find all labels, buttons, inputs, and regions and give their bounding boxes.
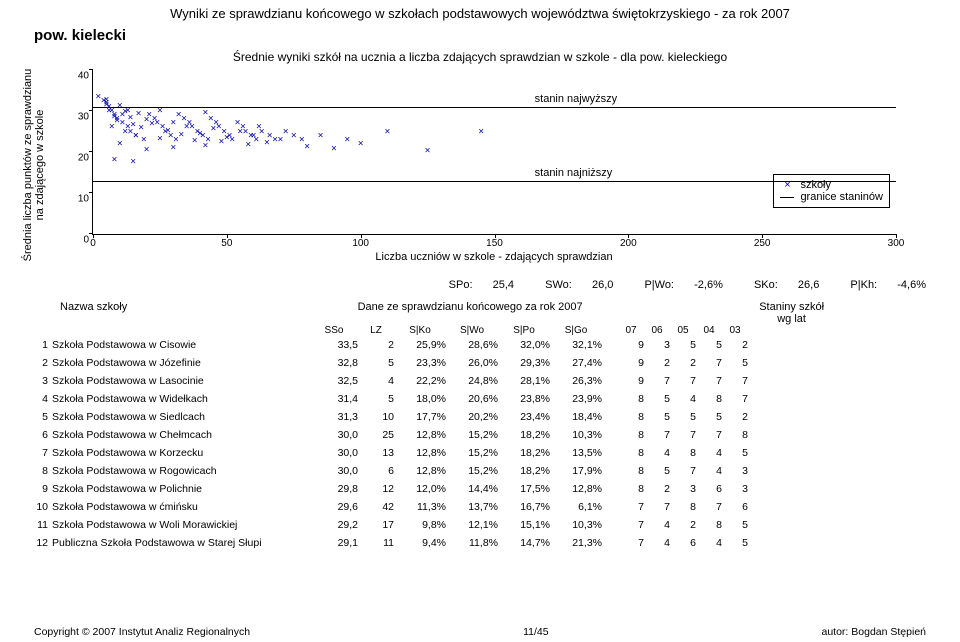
- footer-copyright: Copyright © 2007 Instytut Analiz Regiona…: [34, 626, 250, 638]
- table-row: 2Szkoła Podstawowa w Józefinie32,8523,3%…: [0, 354, 960, 372]
- school-point: ×: [282, 128, 289, 135]
- page-title: Wyniki ze sprawdzianu końcowego w szkoła…: [0, 0, 960, 21]
- school-point: ×: [357, 140, 364, 147]
- school-point: ×: [138, 125, 145, 132]
- region-heading: pow. kielecki: [0, 21, 960, 44]
- school-point: ×: [344, 136, 351, 143]
- school-point: ×: [116, 140, 123, 147]
- line-icon: [780, 197, 794, 198]
- stanin-low-label: stanin najniższy: [535, 167, 613, 179]
- school-point: ×: [132, 132, 139, 139]
- table-row: 3Szkoła Podstawowa w Lasocinie32,5422,2%…: [0, 372, 960, 390]
- x-axis-label: Liczba uczniów w szkole - zdających spra…: [92, 251, 896, 263]
- school-point: ×: [229, 136, 236, 143]
- table-row: 11Szkoła Podstawowa w Woli Morawickiej29…: [0, 516, 960, 534]
- table-row: 9Szkoła Podstawowa w Polichnie29,81212,0…: [0, 480, 960, 498]
- school-point: ×: [156, 108, 163, 115]
- school-point: ×: [384, 128, 391, 135]
- table-row: 1Szkoła Podstawowa w Cisowie33,5225,9%28…: [0, 336, 960, 354]
- school-point: ×: [330, 145, 337, 152]
- school-point: ×: [111, 157, 118, 164]
- table-row: 4Szkoła Podstawowa w Widełkach31,4518,0%…: [0, 390, 960, 408]
- school-point: ×: [424, 148, 431, 155]
- school-point: ×: [108, 124, 115, 131]
- stanin-high-label: stanin najwyższy: [535, 93, 618, 105]
- school-point: ×: [191, 137, 198, 144]
- table-row: 6Szkoła Podstawowa w Chełmcach30,02512,8…: [0, 426, 960, 444]
- y-axis-label: Średnia liczba punktów ze sprawdzianuna …: [22, 55, 46, 275]
- school-point: ×: [253, 136, 260, 143]
- table-header-row1: Nazwa szkoły Dane ze sprawdzianu końcowe…: [0, 293, 960, 325]
- footer-page: 11/45: [523, 626, 549, 638]
- school-point: ×: [140, 136, 147, 143]
- school-point: ×: [245, 141, 252, 148]
- scatter-chart: ×szkoły granice staninów 010203040050100…: [56, 70, 896, 265]
- school-point: ×: [205, 136, 212, 143]
- table-row: 5Szkoła Podstawowa w Siedlcach31,31017,7…: [0, 408, 960, 426]
- school-point: ×: [130, 159, 137, 166]
- chart-legend: ×szkoły granice staninów: [773, 174, 890, 208]
- school-point: ×: [298, 136, 305, 143]
- footer-author: autor: Bogdan Stępień: [822, 626, 927, 638]
- school-point: ×: [304, 144, 311, 151]
- school-point: ×: [218, 138, 225, 145]
- table-row: 12Publiczna Szkoła Podstawowa w Starej S…: [0, 534, 960, 552]
- table-row: 10Szkoła Podstawowa w ćmińsku29,64211,3%…: [0, 498, 960, 516]
- table-row: 8Szkoła Podstawowa w Rogowicach30,0612,8…: [0, 462, 960, 480]
- school-point: ×: [290, 132, 297, 139]
- legend-bounds: granice staninów: [800, 191, 883, 203]
- school-point: ×: [170, 120, 177, 127]
- school-point: ×: [170, 144, 177, 151]
- table-row: 7Szkoła Podstawowa w Korzecku30,01312,8%…: [0, 444, 960, 462]
- table-body: 1Szkoła Podstawowa w Cisowie33,5225,9%28…: [0, 336, 960, 552]
- school-point: ×: [143, 146, 150, 153]
- school-point: ×: [478, 128, 485, 135]
- page-footer: Copyright © 2007 Instytut Analiz Regiona…: [34, 626, 926, 638]
- school-point: ×: [258, 128, 265, 135]
- school-point: ×: [272, 136, 279, 143]
- chart-title: Średnie wyniki szkół na ucznia a liczba …: [0, 44, 960, 64]
- table-header-row2: SSo LZ S|Ko S|Wo S|Po S|Go 07 06 05 04 0…: [0, 325, 960, 336]
- school-point: ×: [135, 111, 142, 118]
- school-point: ×: [172, 136, 179, 143]
- school-point: ×: [317, 132, 324, 139]
- summary-stats: SPo: 25,4 SWo: 26,0 P|Wo: -2,6% SKo: 26,…: [0, 265, 960, 293]
- chart-container: Średnia liczba punktów ze sprawdzianuna …: [0, 64, 960, 265]
